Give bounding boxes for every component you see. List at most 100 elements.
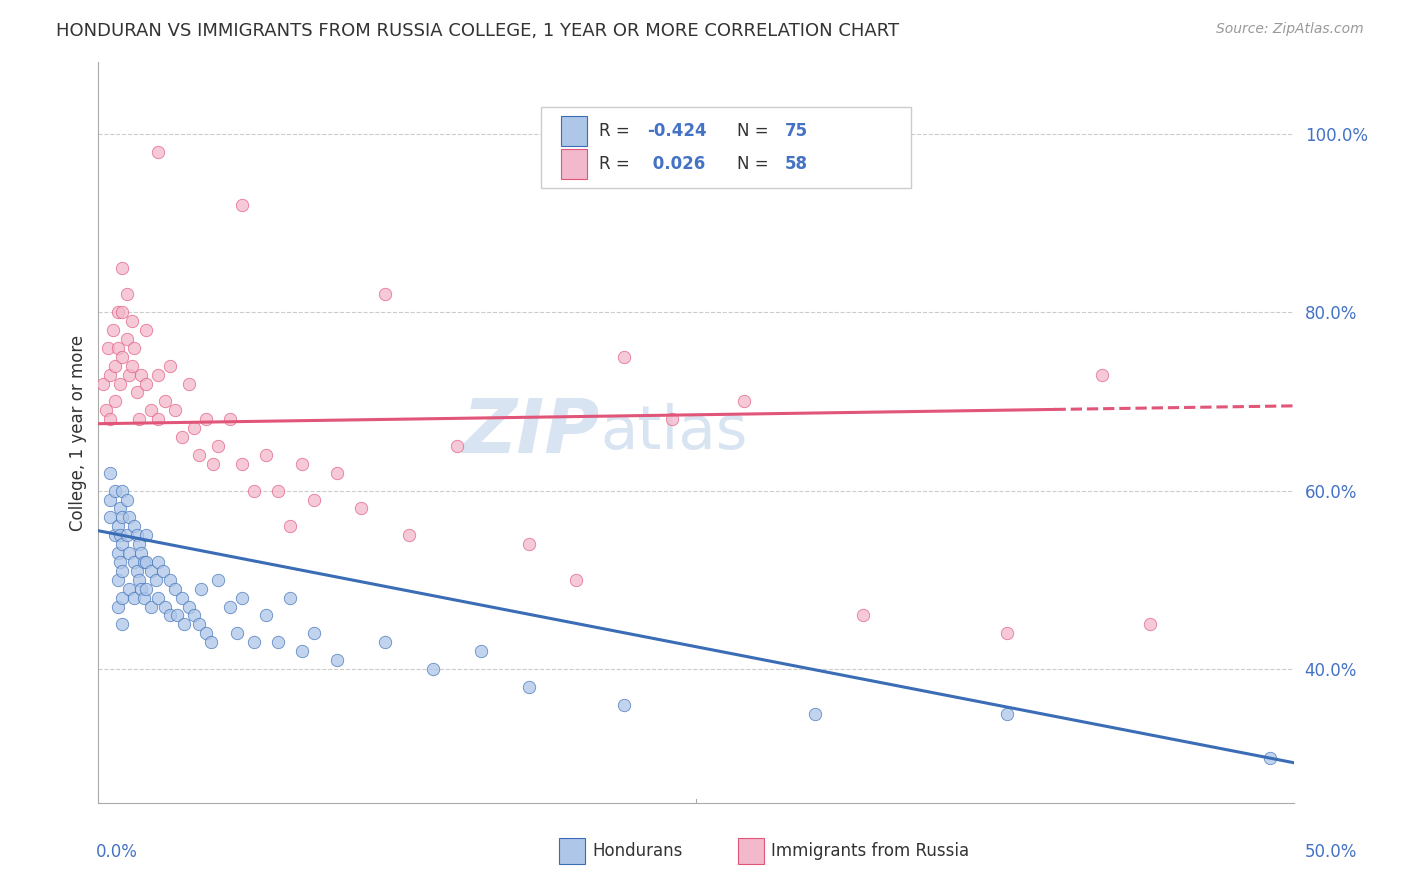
Point (111, 537, 134, 551)
Text: atlas: atlas (600, 403, 748, 462)
Point (121, 359, 143, 373)
Text: 58: 58 (785, 155, 807, 173)
Point (661, 412, 683, 426)
Point (111, 483, 134, 498)
Point (1258, 751, 1281, 765)
Point (124, 591, 146, 605)
Point (200, 635, 222, 649)
Point (139, 564, 162, 578)
Point (995, 626, 1018, 640)
Point (172, 430, 194, 444)
Point (98, 368, 122, 382)
Bar (738, 838, 763, 864)
Point (267, 483, 290, 498)
Point (97, 341, 120, 355)
Point (470, 644, 492, 658)
Point (155, 394, 177, 409)
Point (1091, 368, 1114, 382)
Point (124, 555, 146, 569)
Point (111, 350, 134, 364)
Bar (558, 838, 585, 864)
Point (118, 368, 141, 382)
Text: R =: R = (599, 122, 636, 140)
Text: ZIP: ZIP (463, 396, 600, 469)
Point (302, 626, 325, 640)
Point (108, 555, 131, 569)
Point (326, 466, 349, 480)
Point (446, 439, 468, 453)
Point (159, 573, 181, 587)
Point (243, 635, 266, 649)
Point (207, 439, 229, 453)
Point (226, 626, 249, 640)
Point (121, 314, 143, 328)
Point (91, 376, 114, 391)
Point (166, 608, 188, 623)
Point (231, 457, 253, 471)
Text: R =: R = (599, 155, 636, 173)
Point (613, 350, 636, 364)
Point (195, 626, 218, 640)
Point (104, 528, 127, 542)
Point (202, 457, 225, 471)
Point (124, 519, 146, 533)
Point (118, 546, 141, 560)
Point (111, 591, 134, 605)
Point (155, 599, 177, 614)
Point (163, 582, 186, 596)
Point (115, 492, 138, 507)
Point (104, 394, 127, 409)
Point (98, 510, 122, 524)
Point (148, 145, 170, 159)
Point (152, 564, 174, 578)
Point (132, 591, 155, 605)
Point (107, 305, 129, 319)
Point (94, 403, 117, 417)
Point (231, 591, 253, 605)
Point (107, 599, 129, 614)
Text: -0.424: -0.424 (647, 122, 707, 140)
Point (517, 680, 540, 694)
Point (398, 528, 420, 542)
Point (159, 359, 181, 373)
Point (131, 582, 153, 596)
Point (135, 528, 157, 542)
Point (148, 368, 170, 382)
Point (173, 617, 195, 632)
Point (291, 457, 314, 471)
Point (179, 376, 201, 391)
Point (148, 591, 170, 605)
Point (159, 608, 181, 623)
Point (291, 644, 314, 658)
Point (326, 653, 349, 667)
Point (98, 492, 122, 507)
Point (118, 510, 141, 524)
Point (145, 573, 167, 587)
Point (195, 412, 218, 426)
Point (278, 591, 301, 605)
Y-axis label: College, 1 year or more: College, 1 year or more (69, 334, 87, 531)
Point (135, 323, 157, 337)
FancyBboxPatch shape (541, 107, 911, 188)
Bar (561, 149, 588, 178)
Point (135, 376, 157, 391)
Text: 75: 75 (785, 122, 807, 140)
Text: Immigrants from Russia: Immigrants from Russia (772, 842, 969, 860)
Point (565, 573, 588, 587)
Point (139, 403, 162, 417)
Point (107, 546, 129, 560)
Point (125, 385, 148, 400)
Point (207, 573, 229, 587)
Text: N =: N = (737, 155, 773, 173)
Point (995, 706, 1018, 721)
Point (187, 448, 209, 462)
Point (267, 635, 290, 649)
Point (187, 617, 209, 632)
Bar (561, 117, 588, 146)
Text: 0.0%: 0.0% (96, 843, 138, 861)
Point (163, 403, 186, 417)
Point (135, 555, 157, 569)
Point (118, 582, 141, 596)
Text: 50.0%: 50.0% (1305, 843, 1357, 861)
Point (124, 341, 146, 355)
